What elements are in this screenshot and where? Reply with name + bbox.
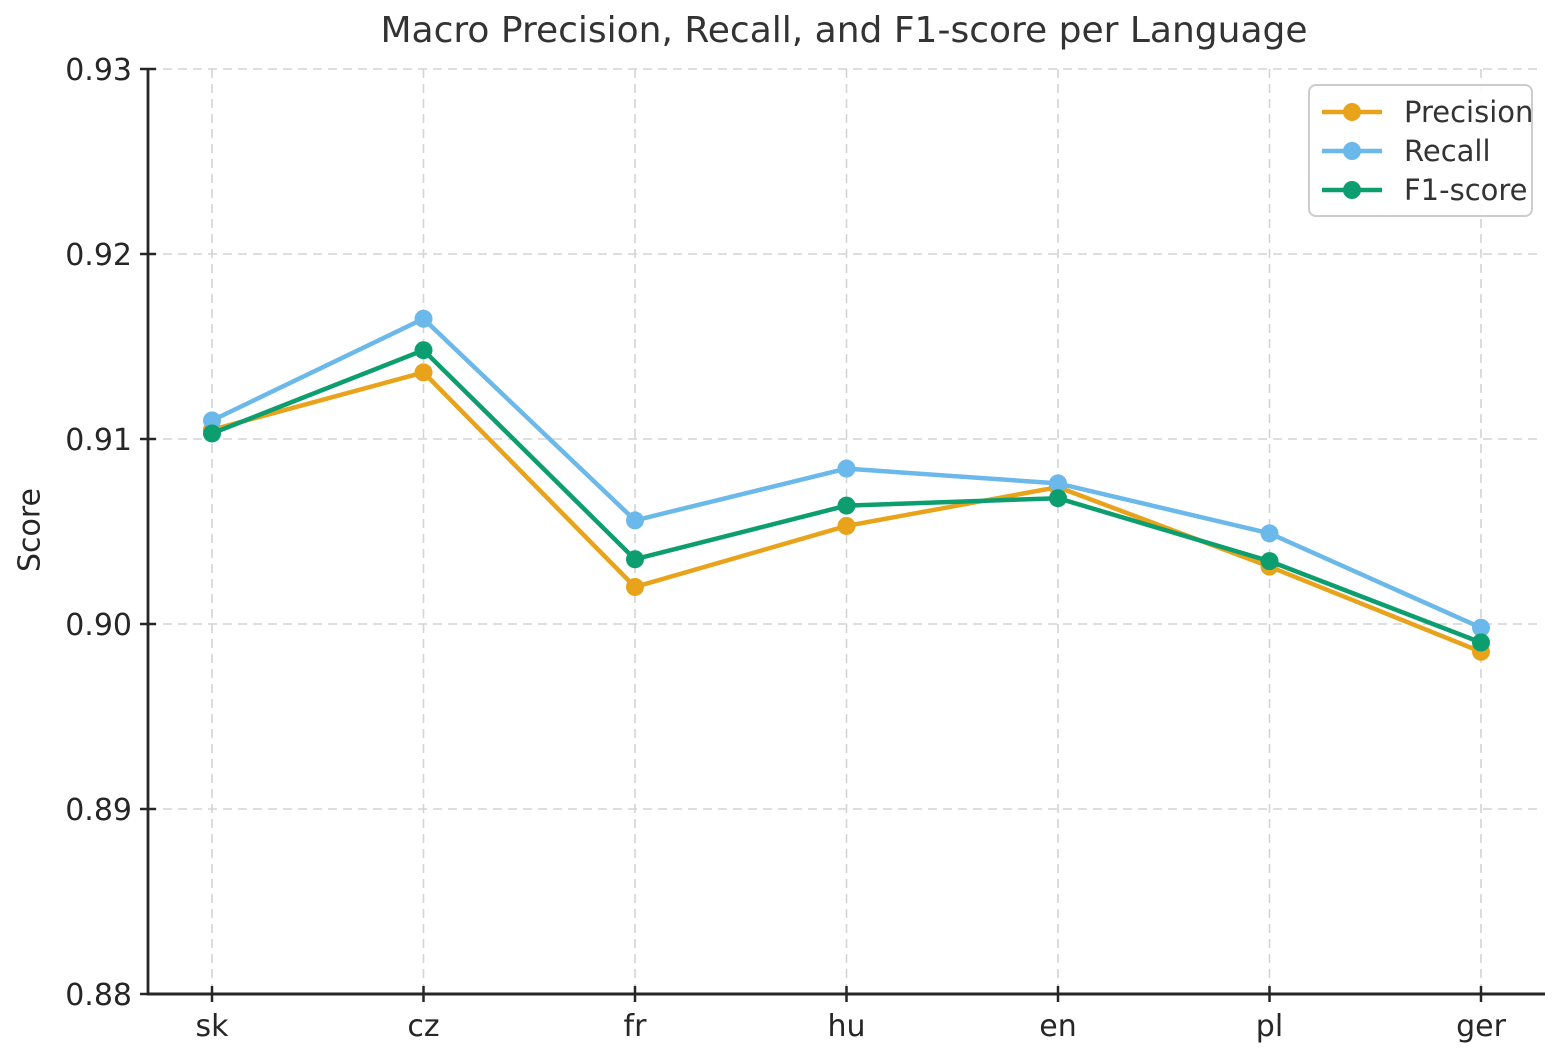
data-point-recall-hu	[837, 459, 856, 478]
data-point-f1-score-pl	[1260, 552, 1279, 571]
data-point-f1-score-cz	[414, 341, 433, 360]
y-tick-label: 0.91	[65, 423, 132, 458]
x-tick-label: hu	[827, 1009, 865, 1044]
x-tick-label: en	[1039, 1009, 1076, 1044]
y-tick-label: 0.92	[65, 238, 132, 273]
data-point-recall-ger	[1472, 618, 1490, 637]
precision-line-marker-icon	[1322, 102, 1382, 121]
data-point-f1-score-fr	[626, 550, 644, 569]
data-point-f1-score-en	[1049, 489, 1067, 508]
x-tick-label: ger	[1456, 1009, 1507, 1044]
legend-item-precision: Precision	[1320, 94, 1534, 129]
data-point-f1-score-ger	[1472, 633, 1490, 652]
data-point-recall-fr	[626, 511, 644, 530]
data-point-f1-score-sk	[203, 424, 221, 443]
legend-label-recall: Recall	[1404, 133, 1491, 168]
data-point-precision-hu	[837, 516, 856, 535]
data-point-recall-en	[1049, 474, 1067, 493]
y-tick-label: 0.88	[65, 978, 132, 1013]
legend: Precision Recall F1-score	[1308, 84, 1533, 217]
data-point-recall-cz	[414, 309, 433, 328]
y-tick-label: 0.89	[65, 793, 132, 828]
data-point-precision-fr	[626, 578, 644, 596]
y-tick-label: 0.93	[65, 53, 132, 88]
x-tick-label: fr	[624, 1009, 648, 1044]
recall-line-marker-icon	[1322, 141, 1382, 160]
data-point-recall-sk	[203, 411, 221, 430]
data-point-f1-score-hu	[837, 496, 856, 515]
chart-title: Macro Precision, Recall, and F1-score pe…	[380, 10, 1308, 51]
y-tick-label: 0.90	[65, 608, 132, 643]
f1-score-line-marker-icon	[1322, 180, 1382, 199]
x-tick-label: cz	[407, 1009, 439, 1044]
legend-label-f1-score: F1-score	[1404, 172, 1528, 207]
legend-label-precision: Precision	[1404, 94, 1534, 129]
data-point-precision-cz	[414, 363, 433, 382]
x-tick-label: pl	[1256, 1009, 1283, 1044]
data-point-recall-pl	[1260, 524, 1279, 543]
legend-item-f1-score: F1-score	[1320, 173, 1531, 207]
x-tick-label: sk	[195, 1009, 229, 1044]
legend-item-recall: Recall	[1320, 134, 1531, 168]
